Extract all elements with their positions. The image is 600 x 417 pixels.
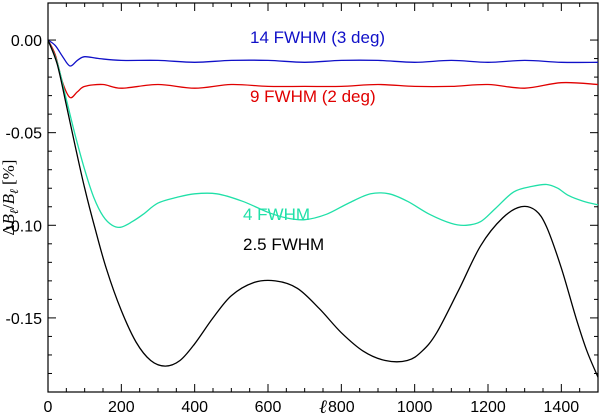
y-tick-label: -0.05: [6, 126, 43, 143]
x-tick-label: 400: [181, 399, 208, 416]
series-lines: [47, 39, 599, 378]
series-label-14-fwhm: 14 FWHM (3 deg): [250, 28, 385, 47]
x-tick-label: 1000: [397, 399, 433, 416]
y-tick-label: -0.10: [6, 218, 43, 235]
y-axis-title-ell-2: ℓ: [7, 189, 21, 194]
x-tick-label: 0: [44, 399, 53, 416]
y-axis-title-slash: /: [0, 204, 18, 209]
axis-ticks: 0 200 400 600 800 1000 1200 1400 0.00 -0.05 -0.10 -…: [6, 3, 599, 416]
y-axis-title-b: B: [0, 214, 18, 225]
x-tick-label: 1400: [544, 399, 580, 416]
y-tick-label: -0.15: [6, 311, 43, 328]
y-axis-title: ΔBℓ/Bℓ[%]: [0, 160, 21, 236]
x-tick-label: 200: [108, 399, 135, 416]
series-line-1: [47, 39, 599, 99]
y-axis-title-unit: [%]: [0, 160, 18, 185]
series-label-9-fwhm: 9 FWHM (2 deg): [250, 87, 376, 106]
x-tick-label: 800: [328, 399, 355, 416]
series-line-3: [47, 39, 599, 378]
series-line-2: [47, 39, 599, 229]
y-axis-title-b-2: B: [0, 193, 18, 204]
y-axis-title-ell: ℓ: [7, 209, 21, 214]
x-axis-title: ℓ: [319, 397, 327, 417]
x-tick-label: 1200: [470, 399, 506, 416]
y-tick-label: 0.00: [11, 33, 42, 50]
x-tick-label: 600: [255, 399, 282, 416]
y-axis-title-delta: Δ: [0, 224, 18, 235]
series-line-0: [47, 39, 599, 67]
series-label-2-5-fwhm: 2.5 FWHM: [243, 235, 324, 254]
series-label-4-fwhm: 4 FWHM: [243, 205, 310, 224]
